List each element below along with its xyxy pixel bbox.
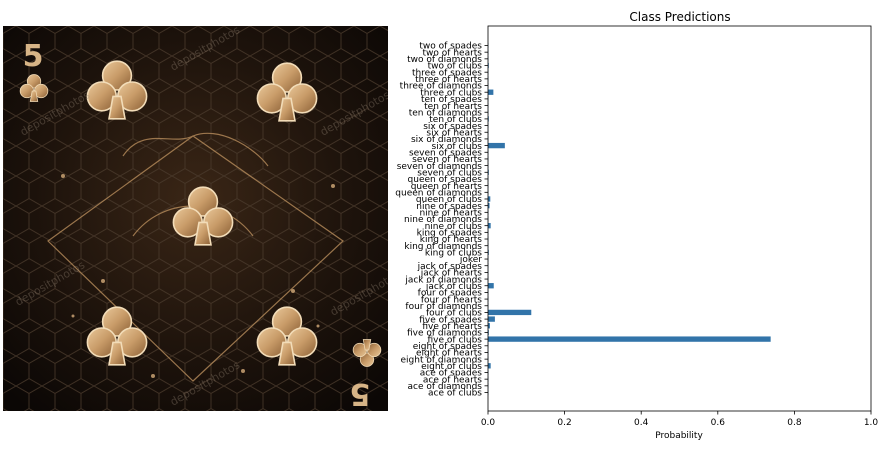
y-tick-label: king of spades [417,229,483,239]
bar [488,283,494,289]
y-tick-label: two of diamonds [407,55,482,65]
x-tick-label: 1.0 [864,418,879,428]
y-tick-label: ace of hearts [423,375,482,385]
x-tick-layer: 0.0 0.2 0.4 0.6 0.8 1.0 [481,411,879,428]
y-tick-label: king of diamonds [404,242,482,252]
y-tick-label: three of clubs [420,88,482,98]
y-tick-label: joker [459,255,482,265]
y-tick-label: six of hearts [426,128,482,138]
y-tick-label: five of diamonds [407,329,482,339]
y-tick-label: eight of hearts [416,349,482,359]
y-tick-label: seven of clubs [417,168,482,178]
bar [488,196,491,202]
y-tick-label: six of diamonds [411,135,482,145]
y-tick-label: jack of clubs [425,282,482,292]
y-tick-label: seven of spades [409,148,482,158]
y-tick-label: nine of spades [416,202,482,212]
y-tick-label: seven of hearts [412,155,482,165]
y-tick-label: five of clubs [428,335,483,345]
y-tick-label: king of hearts [420,235,483,245]
bar [488,223,491,229]
y-tick-label: jack of spades [417,262,483,272]
y-tick-label: king of clubs [425,249,482,259]
plot-frame [487,25,872,412]
bar [488,309,532,316]
y-tick-label: queen of hearts [411,182,483,192]
bar [488,202,490,209]
x-tick-label: 0.6 [711,418,726,428]
y-tick-label: ten of spades [421,95,482,105]
y-tick-label: seven of diamonds [397,162,483,172]
bar [488,316,495,322]
y-tick-label: three of hearts [415,75,482,85]
y-tick-label: eight of diamonds [401,355,483,365]
corner-rank-bottom: 5 [350,376,371,411]
y-tick-label: four of hearts [421,295,482,305]
y-tick-label: nine of diamonds [404,215,482,225]
y-tick-label: five of spades [419,315,482,325]
x-tick-label: 0.8 [787,418,802,428]
y-tick-label: four of diamonds [405,302,482,312]
y-tick-label: six of spades [423,122,482,132]
y-tick-label: ten of hearts [424,102,482,112]
y-tick-label: queen of diamonds [395,189,482,199]
y-tick-label: nine of hearts [419,209,482,219]
y-tick-label: four of clubs [426,309,482,319]
bar [488,142,505,149]
y-tick-label: ten of clubs [429,115,482,125]
y-tick-label: nine of clubs [425,222,483,232]
y-tick-label: ten of diamonds [409,108,483,118]
y-tick-label: three of diamonds [400,82,483,92]
y-tick-label: five of hearts [422,322,482,332]
x-tick-label: 0.4 [634,418,649,428]
y-tick-label: four of spades [418,289,483,299]
y-tick-label: three of spades [412,68,482,78]
bar [488,336,771,342]
bar [488,363,491,369]
y-tick-label: ace of diamonds [407,382,482,392]
corner-rank-top: 5 [23,39,44,74]
card-image: 5 5 depositphotos depositphotos depositp… [3,26,388,411]
x-tick-label: 0.2 [557,418,571,428]
chart-title: Class Predictions [629,10,730,24]
y-tick-label: ace of clubs [428,389,482,399]
y-tick-label: two of spades [419,42,482,52]
y-tick-label: two of clubs [428,62,483,72]
y-tick-label: eight of spades [413,342,483,352]
bars-layer [488,42,771,396]
y-tick-label: six of clubs [432,142,483,152]
bar [488,89,494,95]
x-tick-label: 0.0 [481,418,496,428]
y-tick-label: ace of spades [420,369,483,379]
y-tick-label: jack of diamonds [404,275,482,285]
y-tick-label: eight of clubs [421,362,482,372]
y-tick-label: two of hearts [423,48,483,58]
y-tick-label: queen of spades [408,175,483,185]
y-tick-label: jack of hearts [420,269,483,279]
x-axis-label: Probability [655,431,703,441]
bar [488,323,490,329]
y-tick-label: queen of clubs [416,195,482,205]
